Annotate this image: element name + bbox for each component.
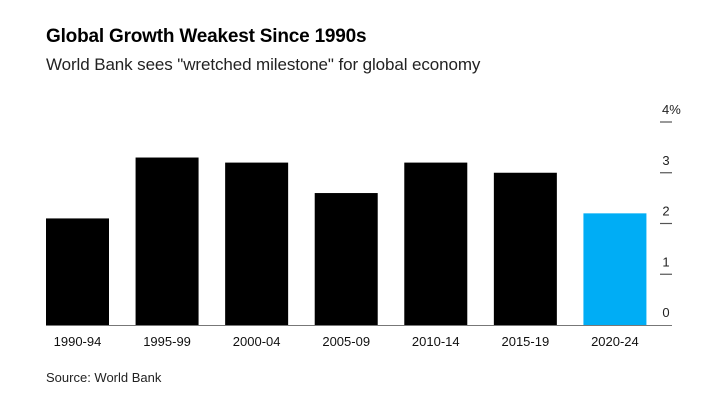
bar-2020-24: [583, 213, 647, 325]
y-axis: 0 1 2 3 4%: [660, 102, 681, 320]
bar-1995-99: [135, 157, 199, 325]
y-tick-label: 2: [662, 204, 669, 219]
x-axis: 1990-94 1995-99 2000-04 2005-09 2010-14 2015-…: [54, 334, 639, 349]
x-tick-label: 1995-99: [143, 334, 191, 349]
x-tick-label: 2010-14: [412, 334, 460, 349]
bar-2005-09: [314, 193, 378, 325]
y-tick-label: 1: [662, 254, 669, 269]
y-tick-label: 3: [662, 153, 669, 168]
x-tick-label: 1990-94: [54, 334, 102, 349]
x-tick-label: 2005-09: [322, 334, 370, 349]
x-tick-label: 2015-19: [501, 334, 549, 349]
chart-title: Global Growth Weakest Since 1990s: [46, 26, 367, 47]
bar-2010-14: [404, 162, 468, 325]
bar-1990-94: [46, 218, 109, 325]
x-tick-label: 2020-24: [591, 334, 639, 349]
bar-2015-19: [493, 172, 557, 325]
y-tick-label: 0: [662, 305, 669, 320]
bars-group: [46, 157, 647, 325]
x-tick-label: 2000-04: [233, 334, 281, 349]
chart-subtitle: World Bank sees "wretched milestone" for…: [46, 55, 481, 74]
y-tick-label: 4%: [662, 102, 681, 117]
bar-2000-04: [225, 162, 289, 325]
source-note: Source: World Bank: [46, 370, 162, 385]
